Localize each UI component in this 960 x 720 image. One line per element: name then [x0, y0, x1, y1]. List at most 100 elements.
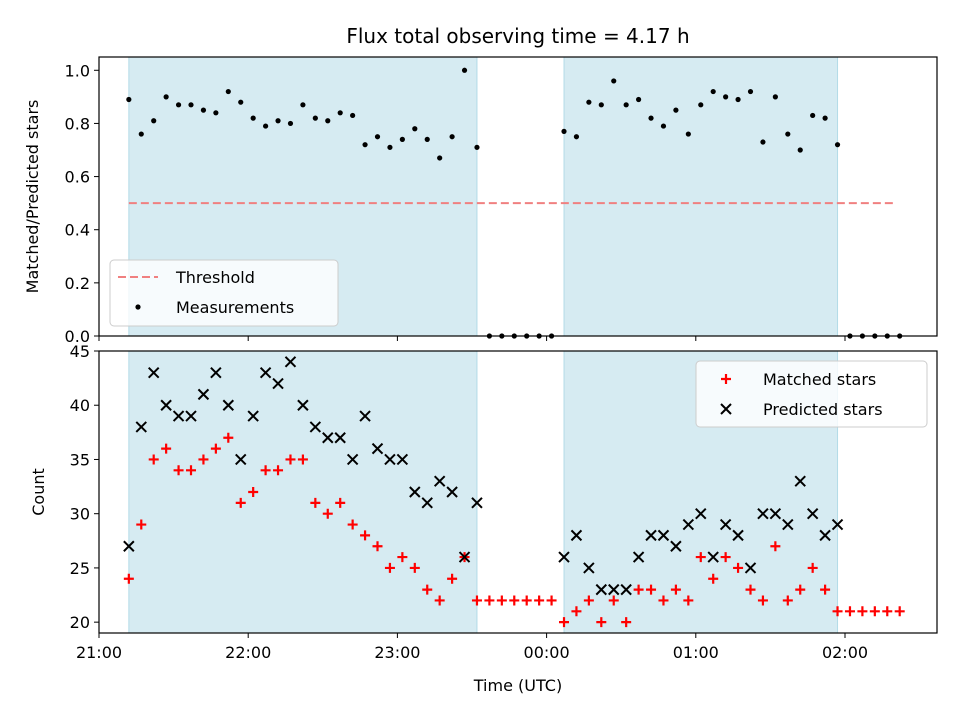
matched-stars-point — [733, 562, 744, 573]
matched-stars-point — [596, 617, 607, 628]
predicted-stars-point — [620, 583, 632, 596]
observing-window-2 — [563, 56, 839, 337]
matched-stars-point — [782, 595, 793, 606]
matched-stars-point — [795, 584, 806, 595]
measurements-point — [710, 88, 716, 95]
matched-stars-point — [621, 617, 632, 628]
x-axis-label: Time (UTC) — [473, 676, 562, 695]
measurements-point — [287, 120, 294, 127]
predicted-stars-point — [682, 518, 695, 531]
matched-stars-point — [770, 541, 781, 552]
count-y-axis: 20 25 30 35 40 45 — [70, 342, 99, 632]
measurements-point — [312, 115, 318, 121]
predicted-stars-point — [222, 399, 235, 411]
predicted-stars-point — [409, 486, 421, 498]
measurements-point — [151, 118, 157, 124]
measurements-point — [399, 136, 405, 142]
predicted-stars-point — [645, 529, 657, 542]
legend-measurements-label: Measurements — [176, 298, 294, 317]
measurements-point — [275, 118, 281, 124]
measurements-point — [785, 131, 791, 137]
measurements-point — [660, 123, 667, 129]
predicted-stars-point — [719, 518, 732, 531]
ratio-y-axis: 0.0 0.2 0.4 0.6 0.8 1.0 — [65, 61, 99, 346]
predicted-stars-point — [197, 388, 210, 401]
matched-stars-point — [484, 595, 495, 606]
measurements-point — [561, 128, 567, 134]
matched-stars-point — [173, 465, 184, 476]
matched-stars-point — [384, 562, 395, 573]
measurements-point — [437, 155, 443, 161]
predicted-stars-point — [744, 562, 757, 574]
matched-stars-point — [223, 432, 234, 443]
matched-stars-point — [882, 606, 893, 617]
predicted-stars-point — [160, 399, 172, 411]
ratio-panel: 0.0 0.2 0.4 0.6 0.8 1.0 Matched/Predicted sta… — [23, 56, 938, 346]
x-tick-label: 23:00 — [374, 643, 420, 662]
x-tick-label: 21:00 — [76, 643, 122, 662]
measurements-point — [250, 115, 256, 121]
predicted-stars-point — [172, 410, 185, 422]
matched-stars-point — [670, 584, 681, 595]
matched-stars-point — [658, 595, 669, 606]
x-tick-label: 00:00 — [524, 643, 570, 662]
ratio-legend-box — [109, 259, 339, 327]
predicted-stars-point — [732, 529, 744, 542]
predicted-stars-point — [147, 366, 160, 379]
predicted-stars-point — [433, 475, 446, 487]
y-tick-label: 0.4 — [65, 221, 90, 240]
measurements-point — [188, 102, 194, 108]
y-tick-label: 0.0 — [65, 327, 90, 346]
predicted-stars-point — [235, 453, 247, 466]
measurements-point — [337, 110, 343, 116]
predicted-stars-point — [247, 410, 259, 422]
count-legend-box — [695, 360, 928, 428]
matched-stars-point — [646, 584, 657, 595]
matched-stars-point — [335, 497, 346, 508]
predicted-stars-point — [135, 421, 147, 433]
matched-stars-point — [447, 573, 458, 584]
matched-stars-point — [583, 595, 594, 606]
matched-stars-point — [434, 595, 445, 606]
y-tick-label: 40 — [70, 396, 90, 415]
predicted-stars-point — [819, 529, 831, 542]
predicted-stars-point — [396, 453, 409, 466]
predicted-stars-point — [272, 377, 284, 390]
matched-stars-point — [248, 487, 259, 497]
measurements-point — [636, 96, 642, 103]
count-y-axis-label: Count — [29, 468, 48, 516]
predicted-stars-point — [695, 507, 707, 520]
matched-stars-point — [683, 595, 694, 606]
predicted-stars-point — [583, 562, 595, 574]
legend-matched-swatch — [721, 374, 731, 384]
measurements-point — [238, 99, 244, 105]
predicted-stars-point — [359, 410, 371, 422]
matched-stars-point — [807, 562, 818, 573]
matched-stars-point — [198, 454, 209, 465]
matched-stars-point — [509, 595, 520, 606]
predicted-stars-point — [471, 497, 483, 509]
measurements-point — [685, 131, 691, 137]
matched-stars-point — [546, 595, 557, 606]
matched-stars-point — [297, 454, 308, 465]
matched-stars-point — [608, 595, 619, 606]
matched-stars-point — [471, 595, 482, 606]
measurements-point — [834, 142, 841, 148]
measurements-point — [225, 88, 231, 95]
matched-stars-point — [633, 584, 644, 595]
predicted-stars-point — [806, 507, 819, 520]
predicted-stars-point — [458, 551, 471, 563]
matched-stars-point — [521, 595, 532, 606]
matched-stars-point — [273, 465, 284, 476]
predicted-stars-point — [309, 421, 322, 433]
predicted-stars-point — [446, 486, 458, 498]
matched-stars-point — [422, 584, 433, 595]
measurements-point — [412, 126, 418, 132]
measurements-point — [772, 94, 778, 100]
predicted-stars-point — [259, 366, 272, 379]
predicted-stars-point — [384, 453, 396, 466]
predicted-stars-point — [284, 356, 297, 368]
matched-stars-point — [820, 584, 831, 595]
measurements-point — [374, 134, 381, 140]
